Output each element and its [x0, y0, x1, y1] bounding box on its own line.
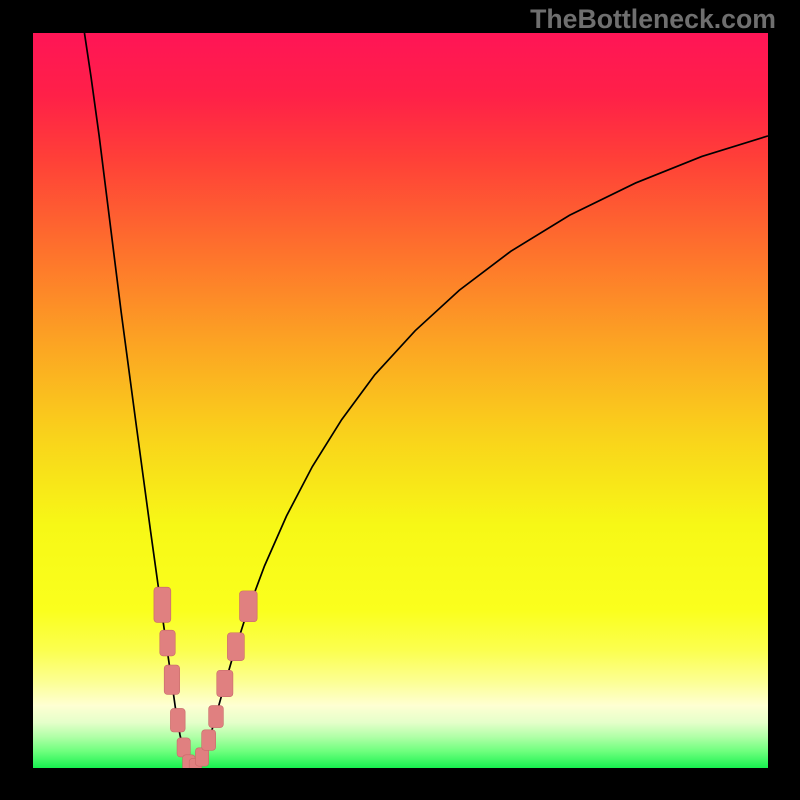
scatter-marker — [164, 665, 179, 694]
scatter-marker — [154, 587, 171, 622]
scatter-marker — [217, 670, 233, 696]
scatter-marker — [170, 708, 185, 732]
scatter-marker — [160, 630, 175, 656]
watermark-text: TheBottleneck.com — [530, 4, 776, 35]
scatter-marker — [227, 633, 244, 661]
scatter-marker — [177, 738, 190, 757]
plot-area — [33, 33, 768, 768]
scatter-marker — [202, 730, 216, 751]
scatter-marker — [209, 706, 224, 728]
plot-svg — [33, 33, 768, 768]
scatter-marker — [240, 591, 258, 622]
gradient-background — [33, 33, 768, 768]
